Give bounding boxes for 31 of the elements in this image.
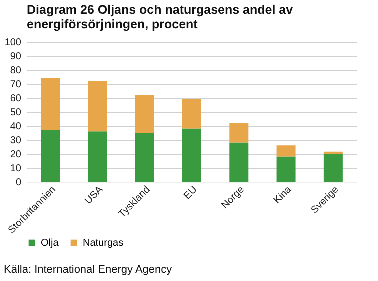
bar xyxy=(88,81,108,132)
bar xyxy=(324,154,343,182)
y-tick-label: 40 xyxy=(10,122,22,132)
bar xyxy=(230,142,249,182)
y-tick-label: 20 xyxy=(10,150,22,160)
y-tick-label: 10 xyxy=(10,164,22,174)
y-tick-label: 0 xyxy=(16,178,22,188)
text: Källa: International Energy Agency xyxy=(4,264,172,276)
bar xyxy=(182,128,202,182)
y-tick-label: 90 xyxy=(10,52,22,62)
bar xyxy=(88,132,108,182)
y-tick-label: 60 xyxy=(10,94,22,104)
x-tick-label: Kina xyxy=(272,184,294,206)
bar xyxy=(276,156,296,182)
y-tick-label: 100 xyxy=(4,38,22,48)
chart-title: Diagram 26 Oljans och naturgasens andel av energiförsörjningen, procent xyxy=(27,3,294,32)
bar xyxy=(135,133,154,182)
bar xyxy=(41,130,60,182)
x-tick-label: EU xyxy=(182,184,200,202)
y-tick-label: 30 xyxy=(10,136,22,146)
bar xyxy=(230,123,249,143)
legend-label: Olja xyxy=(41,238,60,249)
bar xyxy=(41,78,60,130)
x-tick-label: USA xyxy=(83,184,106,207)
legend-label: Naturgas xyxy=(83,238,124,249)
y-tick-label: 80 xyxy=(10,66,22,76)
bar xyxy=(135,95,154,133)
bar xyxy=(276,146,296,157)
bar xyxy=(182,99,202,129)
y-tick-label: 50 xyxy=(10,108,22,118)
y-tick-label: 70 xyxy=(10,80,22,90)
